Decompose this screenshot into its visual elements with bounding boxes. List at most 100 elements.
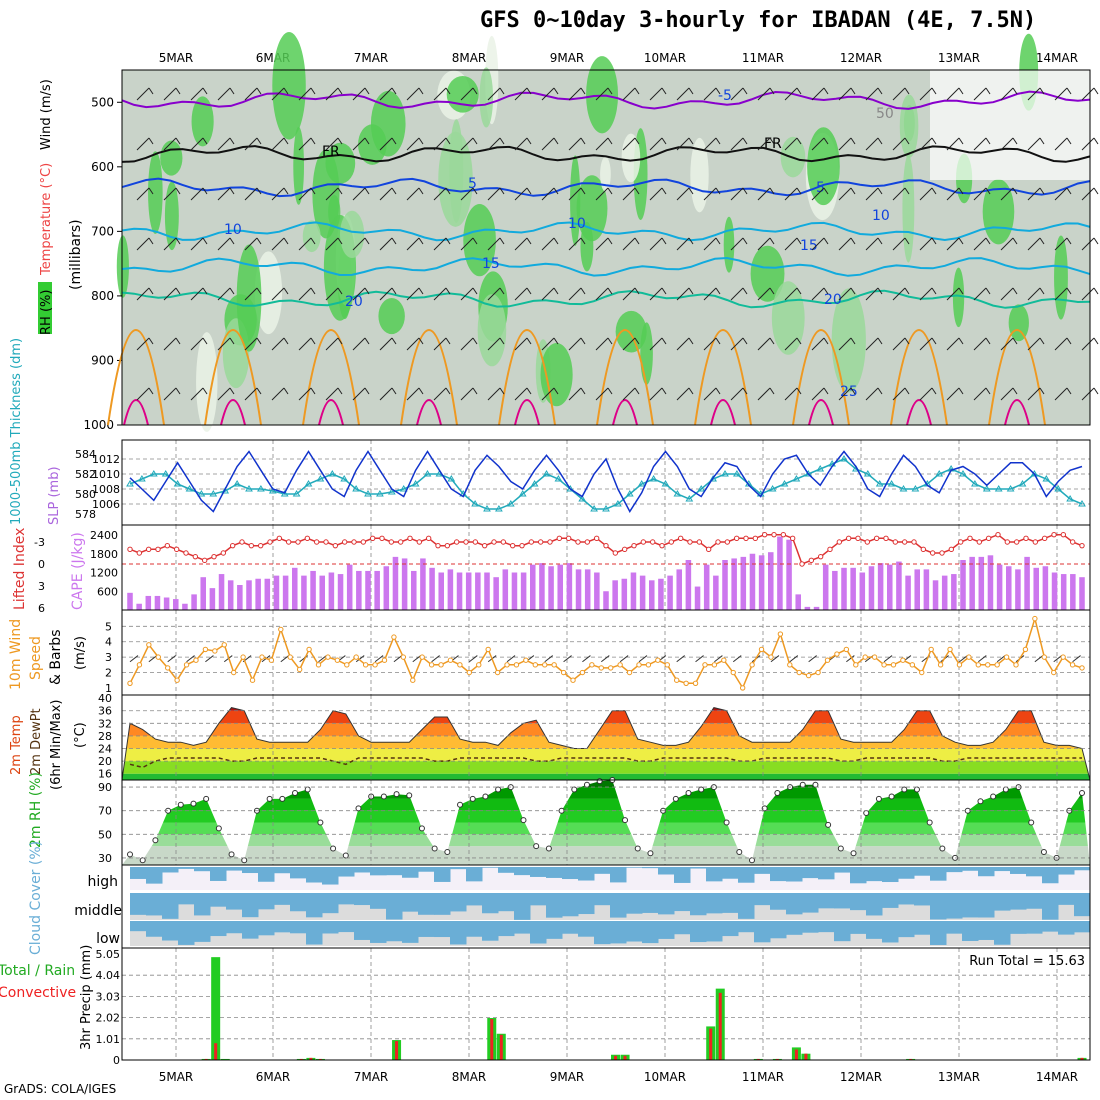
thickness-series-point: [185, 485, 194, 492]
surface-wind-barb: [1072, 655, 1081, 663]
lifted-index-series-point: [817, 553, 824, 560]
cloud-cover-bar: [1010, 921, 1027, 934]
wind-barb: [406, 237, 420, 251]
lifted-index-series-point: [603, 542, 609, 549]
lifted-index-series-point: [425, 535, 432, 542]
wind-speed-series-point: [730, 669, 736, 676]
cloud-cover-bar: [1074, 893, 1091, 917]
rh-point: [977, 798, 984, 805]
date-bottom-label-14MAR: 14MAR: [1036, 1070, 1078, 1084]
rh-point: [279, 795, 286, 802]
surface-wind-barb: [732, 655, 742, 663]
cape-bar: [1079, 577, 1085, 610]
wind-barb: [892, 387, 906, 401]
surface-wind-barb: [808, 655, 817, 663]
precip-total-bar: [211, 957, 221, 1060]
wind-barb-flag: [202, 187, 208, 195]
cloud-cover-bar: [434, 921, 451, 938]
wind-barb-flag: [418, 337, 424, 345]
cloud-cover-bar: [194, 921, 211, 942]
wind-speed-series-point: [325, 654, 331, 660]
wind-barb: [568, 337, 582, 351]
wind-barb: [622, 137, 636, 151]
lifted-index-series-point: [659, 542, 665, 549]
cloud-cover-bar: [674, 921, 691, 935]
wind-barb: [973, 337, 987, 351]
thickness-series-point: [733, 470, 741, 477]
cloud-cover-bar: [690, 867, 707, 869]
wind-barb-flag: [796, 187, 802, 195]
wind-barb: [433, 387, 447, 401]
thickness-tick-580: 580: [75, 488, 96, 501]
wind-barb-flag: [904, 187, 910, 195]
thickness-series-point: [971, 480, 979, 487]
cloud-cover-bar: [786, 921, 803, 935]
wind-speed-series-point: [400, 654, 407, 660]
wind-barb: [757, 237, 771, 251]
thickness-series-point: [161, 470, 170, 477]
wind-barb-flag: [877, 187, 883, 195]
rh-shade-patch: [293, 126, 305, 205]
wind-barb: [190, 187, 204, 201]
wind-barb-flag: [607, 287, 613, 295]
wind-barb-flag: [796, 287, 802, 295]
surface-wind-barb: [600, 655, 610, 663]
wind-speed-series-point: [1051, 669, 1057, 676]
wind-barb: [460, 87, 474, 101]
ylabel-lifted-index: Lifted Index: [12, 528, 28, 610]
thickness-series-point: [661, 480, 670, 487]
lifted-index-series-point: [1069, 539, 1076, 545]
wind-speed-series-point: [457, 662, 463, 668]
cape-bar: [145, 595, 152, 610]
surface-wind-barb: [770, 655, 780, 663]
cloud-cover-bar: [354, 921, 371, 940]
lifted-index-series-point: [584, 539, 591, 545]
wind-barb: [703, 387, 717, 401]
lifted-index-series-point: [220, 550, 227, 556]
wind-barb-flag: [958, 87, 964, 95]
wind-barb: [676, 137, 690, 151]
thickness-series-point: [328, 470, 337, 477]
cape-bar: [722, 560, 728, 610]
rh-point: [571, 786, 578, 793]
lifted-index-series-point: [789, 535, 796, 542]
cape-bar: [777, 536, 783, 610]
wind-barb: [136, 337, 150, 351]
cape-bar: [740, 556, 747, 610]
wind-barb-flag: [1066, 87, 1072, 95]
wind-barb: [865, 287, 879, 301]
temp-band: [122, 723, 1090, 736]
wind-barb-flag: [1039, 237, 1045, 245]
cloud-cover-bar: [802, 893, 819, 913]
wind-barb: [595, 387, 609, 401]
contour-dome-30: [123, 399, 149, 426]
wind-speed-series-point: [749, 662, 755, 668]
wind-barb: [757, 137, 771, 151]
cloud-cover-bar: [706, 893, 723, 914]
wind-barb: [811, 237, 825, 251]
wind-barb-flag: [499, 387, 505, 395]
thickness-series-point: [863, 470, 872, 477]
cloud-cover-bar: [994, 893, 1011, 911]
wind-speed-series-point: [296, 666, 303, 673]
wind-barb: [1000, 237, 1014, 251]
wind-barb: [352, 137, 366, 151]
wind-barb-flag: [499, 137, 505, 145]
cloud-cover-bar: [370, 867, 387, 876]
wind-barb-flag: [796, 87, 802, 95]
cloud-cover-bar: [146, 921, 163, 937]
cloud-cover-bar: [1058, 867, 1075, 875]
rh-point: [672, 795, 679, 802]
cloud-cover-bar: [834, 921, 851, 942]
rh-point: [1028, 819, 1035, 826]
lifted-index-series-point: [864, 539, 871, 545]
cloud-cover-bar: [482, 921, 499, 941]
wind-barb-flag: [283, 387, 289, 395]
contour-dome-30: [906, 399, 932, 426]
lifted-index-series-point: [183, 550, 189, 556]
ylabel-temp-a: 2m Temp: [9, 715, 24, 775]
wind-speed-series-point: [805, 672, 812, 679]
thickness-series-point: [649, 475, 658, 482]
wind-barb: [163, 387, 177, 401]
cloud-cover-bar: [562, 893, 579, 917]
